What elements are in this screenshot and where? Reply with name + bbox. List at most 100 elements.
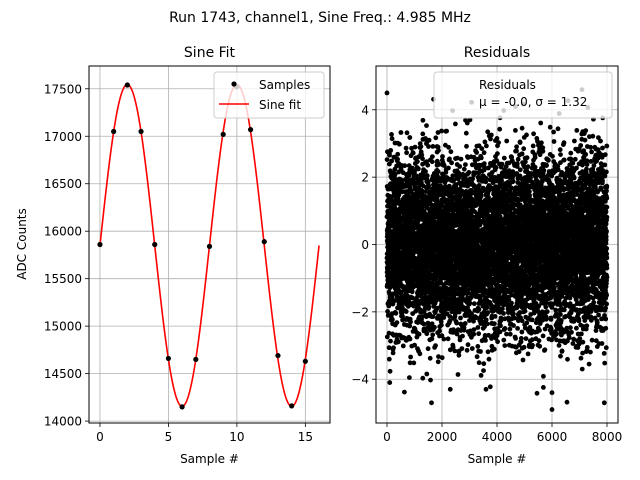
legend-sine-fit-label: Sine fit — [259, 98, 301, 112]
residual-point — [388, 338, 393, 344]
residual-point — [507, 331, 513, 337]
sample-point — [275, 352, 281, 359]
sample-point — [193, 356, 199, 362]
residual-point — [469, 346, 475, 351]
residuals-title: Residuals — [464, 45, 530, 61]
residual-point — [474, 150, 479, 155]
residual-point — [440, 154, 445, 159]
residual-point — [463, 162, 468, 168]
residual-point — [439, 322, 444, 328]
residual-point — [478, 373, 484, 378]
residual-point — [432, 324, 437, 330]
residual-point — [476, 306, 482, 312]
residual-point — [502, 343, 508, 348]
residual-point — [471, 301, 477, 307]
residual-point — [459, 346, 465, 351]
residual-point — [424, 331, 430, 337]
residuals-x-tick-label: 0 — [383, 430, 391, 444]
residual-point — [404, 130, 410, 136]
residual-point — [501, 337, 507, 343]
residual-point — [466, 170, 472, 175]
residual-point — [396, 339, 401, 345]
sample-point — [179, 404, 185, 410]
residual-point — [485, 349, 491, 355]
residual-point — [510, 178, 516, 184]
residual-point — [488, 136, 493, 142]
residual-point — [498, 323, 503, 329]
residual-point — [424, 123, 429, 128]
residual-point — [460, 333, 465, 339]
residual-point — [461, 166, 467, 172]
residual-point — [486, 356, 492, 362]
residual-point — [479, 146, 485, 152]
residual-point — [464, 143, 469, 149]
residual-point — [488, 132, 494, 138]
residual-point — [420, 117, 426, 123]
residual-point — [433, 135, 439, 141]
residual-point — [416, 331, 422, 337]
residual-point — [391, 298, 397, 304]
residual-point — [426, 304, 432, 310]
residual-point — [478, 349, 483, 354]
residual-point — [423, 189, 429, 195]
residual-point — [403, 145, 409, 151]
residual-point — [504, 138, 510, 144]
residual-point — [390, 350, 396, 356]
residual-point — [481, 150, 487, 156]
residual-point — [481, 161, 487, 167]
residual-point — [475, 344, 481, 349]
sine-fit-y-tick-label: 14000 — [44, 415, 82, 429]
residual-point — [420, 156, 425, 162]
residual-point — [481, 361, 487, 367]
residual-point — [501, 311, 506, 316]
residuals-y-tick-label: 2 — [361, 171, 369, 185]
residual-point — [392, 172, 398, 177]
sample-point — [289, 403, 295, 409]
residual-point — [420, 375, 426, 381]
residual-point — [462, 321, 468, 326]
residual-point — [409, 289, 415, 295]
residual-point — [403, 309, 409, 314]
residual-point — [487, 384, 493, 390]
residual-point — [446, 144, 451, 150]
sample-point — [247, 127, 254, 133]
residual-point — [415, 159, 420, 165]
residual-point — [475, 325, 481, 330]
residual-point — [429, 400, 434, 406]
residual-point — [390, 317, 395, 322]
residuals-y-tick-label: −4 — [351, 373, 369, 387]
residual-point — [492, 314, 498, 319]
residual-point — [439, 355, 445, 361]
residual-point — [412, 169, 417, 175]
residual-point — [417, 351, 423, 357]
residual-point — [386, 345, 392, 351]
residual-point — [419, 152, 425, 158]
residual-point — [452, 348, 458, 354]
residual-point — [391, 345, 396, 351]
residual-point — [439, 128, 444, 134]
residual-point — [491, 346, 497, 352]
sample-point — [97, 241, 103, 248]
sample-point — [165, 355, 172, 362]
residual-point — [426, 183, 431, 189]
residual-point — [385, 309, 390, 314]
sine-fit-y-tick-label: 16500 — [44, 177, 82, 191]
residual-point — [501, 155, 507, 161]
residual-point — [388, 148, 394, 153]
residual-point — [484, 143, 489, 149]
residual-point — [515, 156, 521, 162]
residual-point — [430, 332, 436, 338]
residual-point — [384, 157, 390, 163]
residual-point — [455, 372, 461, 377]
residual-point — [433, 343, 438, 348]
residual-point — [425, 162, 431, 168]
residual-point — [421, 321, 427, 327]
residual-point — [415, 218, 421, 224]
sine-fit-y-tick-label: 17000 — [44, 130, 82, 144]
residual-point — [423, 169, 428, 174]
residuals-x-tick-label: 4000 — [482, 430, 513, 444]
residual-point — [485, 310, 491, 315]
residual-point — [444, 128, 449, 134]
